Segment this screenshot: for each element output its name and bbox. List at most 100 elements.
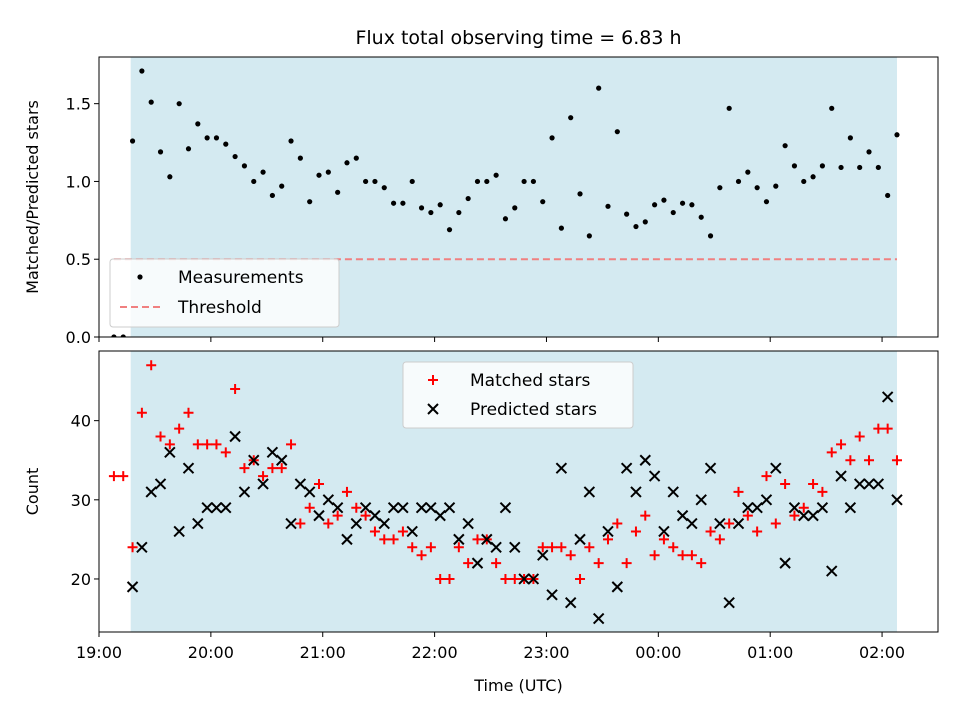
measurement-point <box>381 185 387 191</box>
measurement-point <box>484 178 490 185</box>
measurement-point <box>717 185 723 191</box>
y-axis-label: Count <box>23 468 42 516</box>
matched-stars-point <box>192 439 203 450</box>
measurement-point <box>344 160 350 166</box>
predicted-stars-point <box>220 502 232 514</box>
y-tick-label: 0.5 <box>66 250 91 269</box>
measurement-point <box>279 183 285 189</box>
matched-stars-point <box>332 510 343 521</box>
measurement-point <box>847 135 853 141</box>
x-tick-label: 23:00 <box>523 643 569 662</box>
predicted-stars-point <box>546 589 558 601</box>
matched-stars-point <box>286 439 297 450</box>
predicted-stars-point <box>844 502 857 514</box>
x-tick-label: 20:00 <box>188 643 234 662</box>
matched-stars-point <box>397 526 408 537</box>
predicted-stars-point <box>592 612 605 625</box>
matched-stars-point <box>211 439 222 450</box>
matched-stars-point <box>649 550 660 561</box>
predicted-stars-point <box>462 517 474 530</box>
predicted-stars-point <box>145 486 157 498</box>
matched-stars-point <box>118 471 129 482</box>
predicted-stars-point <box>723 597 735 609</box>
x-tick-label: 02:00 <box>859 643 905 662</box>
measurement-point <box>512 205 518 211</box>
predicted-stars-point <box>173 525 185 538</box>
predicted-stars-point <box>201 502 213 514</box>
measurement-point <box>353 155 359 161</box>
matched-stars-point <box>733 486 744 497</box>
measurement-point <box>782 143 788 149</box>
matched-stars-point <box>453 542 464 553</box>
predicted-stars-point <box>276 454 288 466</box>
measurement-point <box>418 205 425 211</box>
measurement-point <box>735 178 742 185</box>
predicted-stars-point <box>453 533 465 546</box>
predicted-stars-point <box>425 502 437 514</box>
measurement-point <box>801 178 807 185</box>
predicted-stars-point <box>229 430 241 443</box>
measurement-point <box>894 132 900 138</box>
measurement-point <box>232 153 238 160</box>
predicted-stars-point <box>322 494 335 506</box>
matched-stars-point <box>304 502 315 513</box>
plot-area <box>108 351 903 632</box>
measurement-point <box>652 202 658 208</box>
measurement-point <box>297 155 303 161</box>
predicted-stars-point <box>620 462 633 474</box>
predicted-stars-point <box>415 502 428 514</box>
measurement-point <box>530 178 537 185</box>
predicted-stars-point <box>350 517 363 530</box>
measurement-point <box>745 169 751 175</box>
measurement-point <box>325 169 331 175</box>
predicted-stars-point <box>564 597 577 609</box>
predicted-stars-point <box>378 517 390 530</box>
measurement-point <box>260 169 266 175</box>
predicted-stars-point <box>751 502 763 514</box>
matched-stars-point <box>164 439 175 450</box>
measurement-point <box>605 203 611 209</box>
matched-stars-point <box>444 573 455 584</box>
matched-stars-point <box>267 463 278 474</box>
predicted-stars-point <box>853 478 866 490</box>
measurement-point <box>120 334 126 337</box>
predicted-stars-point <box>872 478 885 490</box>
predicted-stars-point <box>397 502 409 514</box>
legend-marker-predicted <box>427 403 439 415</box>
measurement-point <box>698 214 704 220</box>
predicted-stars-point <box>303 486 316 498</box>
matched-stars-point <box>369 526 380 537</box>
legend: Measurements Threshold <box>109 258 340 328</box>
matched-stars-point <box>295 518 306 529</box>
matched-stars-point <box>146 360 157 371</box>
matched-stars-point <box>677 550 688 561</box>
measurement-point <box>223 141 229 147</box>
legend-marker-measurements <box>137 274 143 280</box>
matched-stars-point <box>220 447 231 458</box>
predicted-stars-point <box>192 517 204 530</box>
measurement-point <box>288 138 294 144</box>
measurement-point <box>810 174 816 180</box>
predicted-stars-point <box>686 517 698 530</box>
predicted-stars-point <box>331 502 344 514</box>
matched-stars-point <box>183 407 194 418</box>
measurement-point <box>633 223 639 230</box>
measurement-point <box>139 68 145 74</box>
matched-stars-point <box>127 542 138 553</box>
measurement-point <box>819 163 826 169</box>
measurement-point <box>857 164 863 171</box>
measurement-point <box>838 164 844 171</box>
matched-stars-point <box>742 510 753 521</box>
measurement-point <box>363 178 369 185</box>
measurement-point <box>372 178 378 185</box>
matched-stars-point <box>873 423 884 434</box>
measurement-point <box>586 233 592 239</box>
measurement-point <box>307 199 313 205</box>
measurement-point <box>251 178 257 185</box>
y-tick-label: 40 <box>71 412 91 431</box>
measurement-point <box>409 178 415 185</box>
predicted-stars-point <box>490 541 502 554</box>
predicted-stars-point <box>499 502 512 514</box>
x-tick-label: 19:00 <box>76 643 122 662</box>
